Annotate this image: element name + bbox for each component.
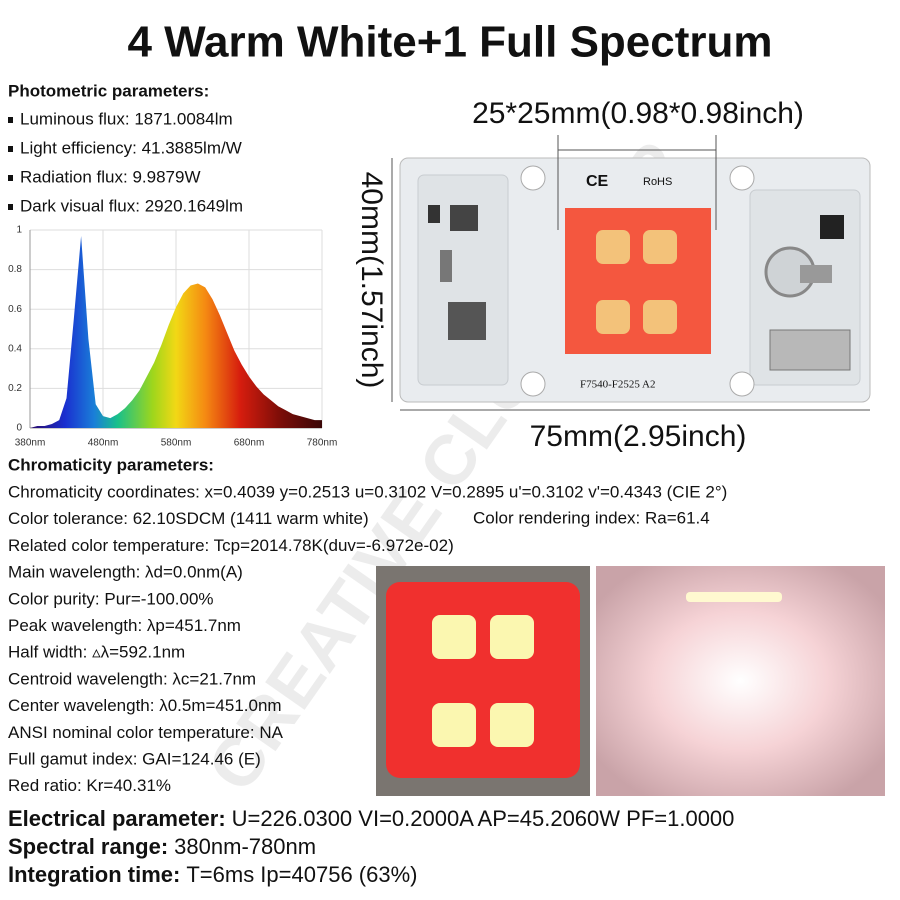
color-rendering: Color rendering index: Ra=61.4 <box>473 508 710 527</box>
model-label: F7540-F2525 A2 <box>580 379 656 391</box>
electrical-label: Integration time: <box>8 862 180 887</box>
y-tick-label: 0.6 <box>8 304 22 315</box>
photometric-item: Radiation flux: 9.9879W <box>20 167 201 186</box>
photometric-item: Luminous flux: 1871.0084lm <box>20 109 233 128</box>
bullet <box>8 146 13 152</box>
chromaticity-line: Red ratio: Kr=40.31% <box>8 776 171 795</box>
dimension-bottom: 75mm(2.95inch) <box>530 420 747 453</box>
dimension-top: 25*25mm(0.98*0.98inch) <box>472 97 804 130</box>
dimension-side: 40mm(1.57inch) <box>355 172 388 389</box>
bullet <box>8 175 13 181</box>
electrical-line: Electrical parameter: U=226.0300 VI=0.200… <box>8 806 734 831</box>
bullet <box>8 117 13 123</box>
photometric-heading: Photometric parameters: <box>8 81 209 100</box>
electrical-line: Spectral range: 380nm-780nm <box>8 834 316 859</box>
spectrum-area <box>30 235 322 428</box>
chromaticity-line: Color purity: Pur=-100.00% <box>8 589 214 608</box>
chromaticity-line: Chromaticity coordinates: x=0.4039 y=0.2… <box>8 482 727 501</box>
electrical-value: 380nm-780nm <box>174 834 316 859</box>
bullet <box>8 204 13 210</box>
photometric-item: Dark visual flux: 2920.1649lm <box>20 196 243 215</box>
x-tick-label: 480nm <box>88 438 119 449</box>
electrical-line: Integration time: T=6ms Ip=40756 (63%) <box>8 862 417 887</box>
title: 4 Warm White+1 Full Spectrum <box>127 18 772 67</box>
electrical-label: Spectral range: <box>8 834 168 859</box>
chromaticity-heading: Chromaticity parameters: <box>8 455 214 474</box>
x-tick-label: 780nm <box>307 438 338 449</box>
chromaticity-line: Peak wavelength: λp=451.7nm <box>8 616 241 635</box>
x-tick-label: 580nm <box>161 438 192 449</box>
chromaticity-line: Main wavelength: λd=0.0nm(A) <box>8 563 243 582</box>
chromaticity-line: Half width: ▵λ=592.1nm <box>8 643 185 662</box>
electrical-label: Electrical parameter: <box>8 806 226 831</box>
y-tick-label: 1 <box>16 225 22 236</box>
ce-mark: CE <box>586 173 609 190</box>
chromaticity-line: Full gamut index: GAI=124.46 (E) <box>8 749 261 768</box>
led-photo <box>376 566 885 796</box>
board <box>391 135 871 411</box>
rohs-mark: RoHS <box>643 176 672 188</box>
chromaticity-line: Color tolerance: 62.10SDCM (1411 warm wh… <box>8 509 369 528</box>
chromaticity-line: Center wavelength: λ0.5m=451.0nm <box>8 696 282 715</box>
electrical-value: T=6ms Ip=40756 (63%) <box>186 862 417 887</box>
y-tick-label: 0.4 <box>8 343 22 354</box>
electrical-value: U=226.0300 VI=0.2000A AP=45.2060W PF=1.0… <box>232 806 735 831</box>
chromaticity-line: ANSI nominal color temperature: NA <box>8 723 284 742</box>
y-tick-label: 0.8 <box>8 264 22 275</box>
x-tick-label: 380nm <box>15 438 46 449</box>
photometric-item: Light efficiency: 41.3885lm/W <box>20 138 242 157</box>
chromaticity-line: Centroid wavelength: λc=21.7nm <box>8 669 256 688</box>
x-tick-label: 680nm <box>234 438 265 449</box>
y-tick-label: 0.2 <box>8 383 22 394</box>
y-tick-label: 0 <box>16 423 22 434</box>
chromaticity-line: Related color temperature: Tcp=2014.78K(… <box>8 536 454 555</box>
